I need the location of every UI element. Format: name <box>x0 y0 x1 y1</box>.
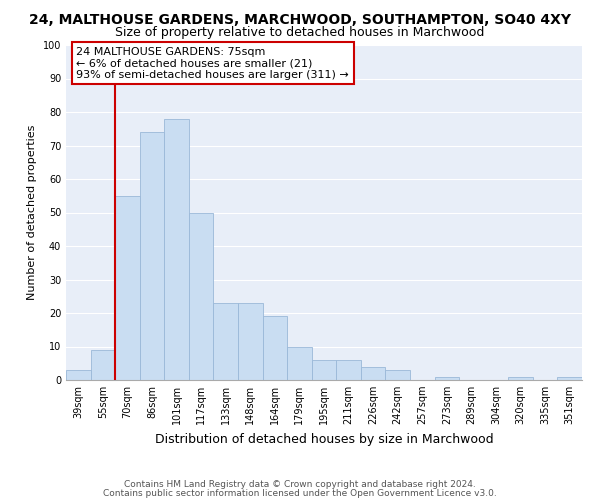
Bar <box>508 376 533 380</box>
X-axis label: Distribution of detached houses by size in Marchwood: Distribution of detached houses by size … <box>155 432 493 446</box>
Text: 24 MALTHOUSE GARDENS: 75sqm
← 6% of detached houses are smaller (21)
93% of semi: 24 MALTHOUSE GARDENS: 75sqm ← 6% of deta… <box>76 46 349 80</box>
Bar <box>336 360 361 380</box>
Bar <box>140 132 164 380</box>
Text: Size of property relative to detached houses in Marchwood: Size of property relative to detached ho… <box>115 26 485 39</box>
Bar <box>434 376 459 380</box>
Y-axis label: Number of detached properties: Number of detached properties <box>27 125 37 300</box>
Text: Contains HM Land Registry data © Crown copyright and database right 2024.: Contains HM Land Registry data © Crown c… <box>124 480 476 489</box>
Bar <box>385 370 410 380</box>
Bar <box>557 376 582 380</box>
Text: 24, MALTHOUSE GARDENS, MARCHWOOD, SOUTHAMPTON, SO40 4XY: 24, MALTHOUSE GARDENS, MARCHWOOD, SOUTHA… <box>29 12 571 26</box>
Bar <box>189 212 214 380</box>
Bar <box>238 303 263 380</box>
Text: Contains public sector information licensed under the Open Government Licence v3: Contains public sector information licen… <box>103 488 497 498</box>
Bar <box>91 350 115 380</box>
Bar <box>263 316 287 380</box>
Bar <box>214 303 238 380</box>
Bar <box>164 118 189 380</box>
Bar <box>361 366 385 380</box>
Bar <box>115 196 140 380</box>
Bar <box>312 360 336 380</box>
Bar <box>287 346 312 380</box>
Bar <box>66 370 91 380</box>
